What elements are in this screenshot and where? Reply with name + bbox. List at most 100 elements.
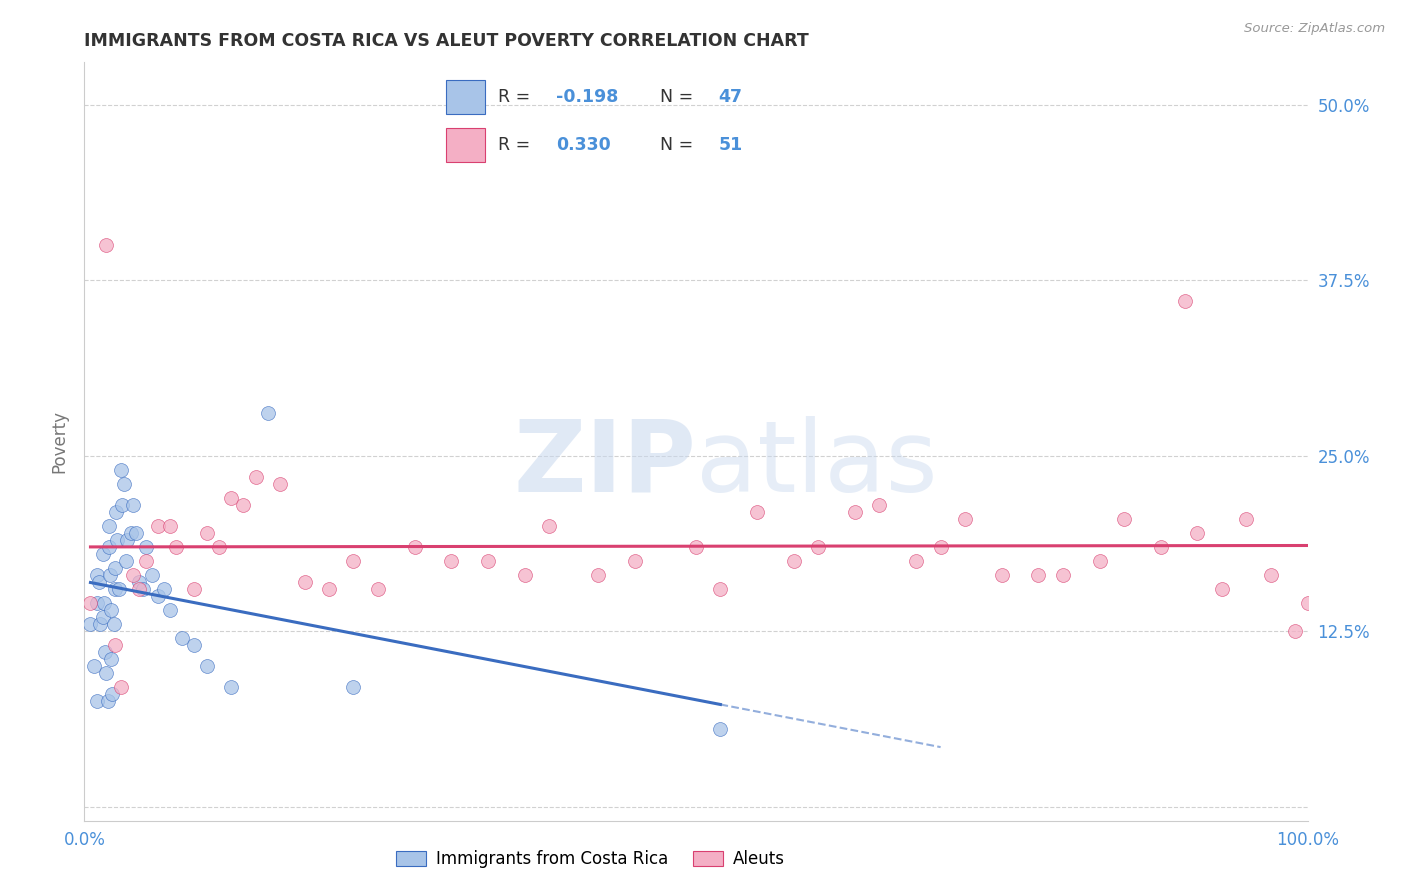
Point bbox=[107, 582, 129, 596]
Point bbox=[183, 638, 205, 652]
Point bbox=[269, 476, 291, 491]
Point bbox=[112, 476, 135, 491]
Point bbox=[89, 617, 111, 632]
Point bbox=[128, 582, 150, 596]
Point bbox=[257, 407, 280, 421]
Point bbox=[342, 680, 364, 694]
Point bbox=[94, 645, 117, 659]
Point bbox=[115, 554, 138, 568]
Point bbox=[905, 554, 928, 568]
Point bbox=[208, 540, 231, 554]
Point bbox=[122, 568, 145, 582]
Point bbox=[141, 568, 163, 582]
Point bbox=[122, 498, 145, 512]
Point bbox=[342, 554, 364, 568]
Point bbox=[869, 498, 891, 512]
Point bbox=[79, 617, 101, 632]
Point bbox=[538, 518, 561, 533]
Point bbox=[513, 568, 536, 582]
Point bbox=[477, 554, 499, 568]
Text: ZIP: ZIP bbox=[513, 416, 696, 513]
Point bbox=[1296, 596, 1319, 610]
Point bbox=[586, 568, 609, 582]
Point bbox=[97, 518, 120, 533]
Point bbox=[115, 533, 138, 547]
Point bbox=[195, 525, 218, 540]
Point bbox=[183, 582, 205, 596]
Point bbox=[294, 574, 316, 589]
Text: atlas: atlas bbox=[696, 416, 938, 513]
Point bbox=[245, 469, 267, 483]
Point bbox=[86, 694, 108, 708]
Point bbox=[153, 582, 176, 596]
Point bbox=[404, 540, 426, 554]
Point bbox=[1052, 568, 1074, 582]
Point bbox=[103, 617, 125, 632]
Point bbox=[87, 574, 110, 589]
Point bbox=[86, 568, 108, 582]
Point bbox=[98, 568, 121, 582]
Point bbox=[79, 596, 101, 610]
Point bbox=[100, 652, 122, 666]
Point bbox=[100, 603, 122, 617]
Point bbox=[1088, 554, 1111, 568]
Point bbox=[105, 505, 128, 519]
Point bbox=[105, 533, 128, 547]
Point bbox=[219, 491, 242, 505]
Point bbox=[120, 525, 142, 540]
Point bbox=[110, 462, 132, 476]
Point bbox=[110, 680, 132, 694]
Point bbox=[685, 540, 707, 554]
Point bbox=[104, 582, 127, 596]
Point bbox=[991, 568, 1014, 582]
Point bbox=[86, 596, 108, 610]
Point bbox=[1284, 624, 1306, 639]
Point bbox=[146, 589, 169, 603]
Point bbox=[97, 540, 120, 554]
Point bbox=[97, 694, 120, 708]
Point bbox=[1260, 568, 1282, 582]
Point bbox=[135, 540, 157, 554]
Point bbox=[1236, 512, 1258, 526]
Legend: Immigrants from Costa Rica, Aleuts: Immigrants from Costa Rica, Aleuts bbox=[389, 844, 792, 875]
Point bbox=[128, 574, 150, 589]
Point bbox=[1114, 512, 1136, 526]
Point bbox=[844, 505, 866, 519]
Point bbox=[111, 498, 134, 512]
Point bbox=[1174, 294, 1197, 309]
Point bbox=[709, 723, 731, 737]
Point bbox=[91, 610, 114, 624]
Point bbox=[96, 666, 118, 681]
Point bbox=[367, 582, 389, 596]
Point bbox=[146, 518, 169, 533]
Point bbox=[165, 540, 187, 554]
Point bbox=[440, 554, 463, 568]
Point bbox=[709, 582, 731, 596]
Point bbox=[91, 547, 114, 561]
Point bbox=[104, 638, 127, 652]
Point bbox=[132, 582, 155, 596]
Point bbox=[96, 238, 118, 252]
Point bbox=[1150, 540, 1173, 554]
Point bbox=[101, 687, 124, 701]
Point bbox=[219, 680, 242, 694]
Point bbox=[195, 659, 218, 673]
Point bbox=[318, 582, 340, 596]
Point bbox=[83, 659, 105, 673]
Point bbox=[624, 554, 647, 568]
Point bbox=[232, 498, 254, 512]
Point bbox=[172, 631, 194, 645]
Point bbox=[807, 540, 830, 554]
Y-axis label: Poverty: Poverty bbox=[51, 410, 69, 473]
Point bbox=[1028, 568, 1050, 582]
Point bbox=[104, 561, 127, 575]
Point bbox=[747, 505, 769, 519]
Text: IMMIGRANTS FROM COSTA RICA VS ALEUT POVERTY CORRELATION CHART: IMMIGRANTS FROM COSTA RICA VS ALEUT POVE… bbox=[84, 32, 808, 50]
Point bbox=[1187, 525, 1209, 540]
Point bbox=[135, 554, 157, 568]
Point bbox=[125, 525, 148, 540]
Point bbox=[159, 518, 181, 533]
Text: Source: ZipAtlas.com: Source: ZipAtlas.com bbox=[1244, 22, 1385, 36]
Point bbox=[783, 554, 806, 568]
Point bbox=[953, 512, 976, 526]
